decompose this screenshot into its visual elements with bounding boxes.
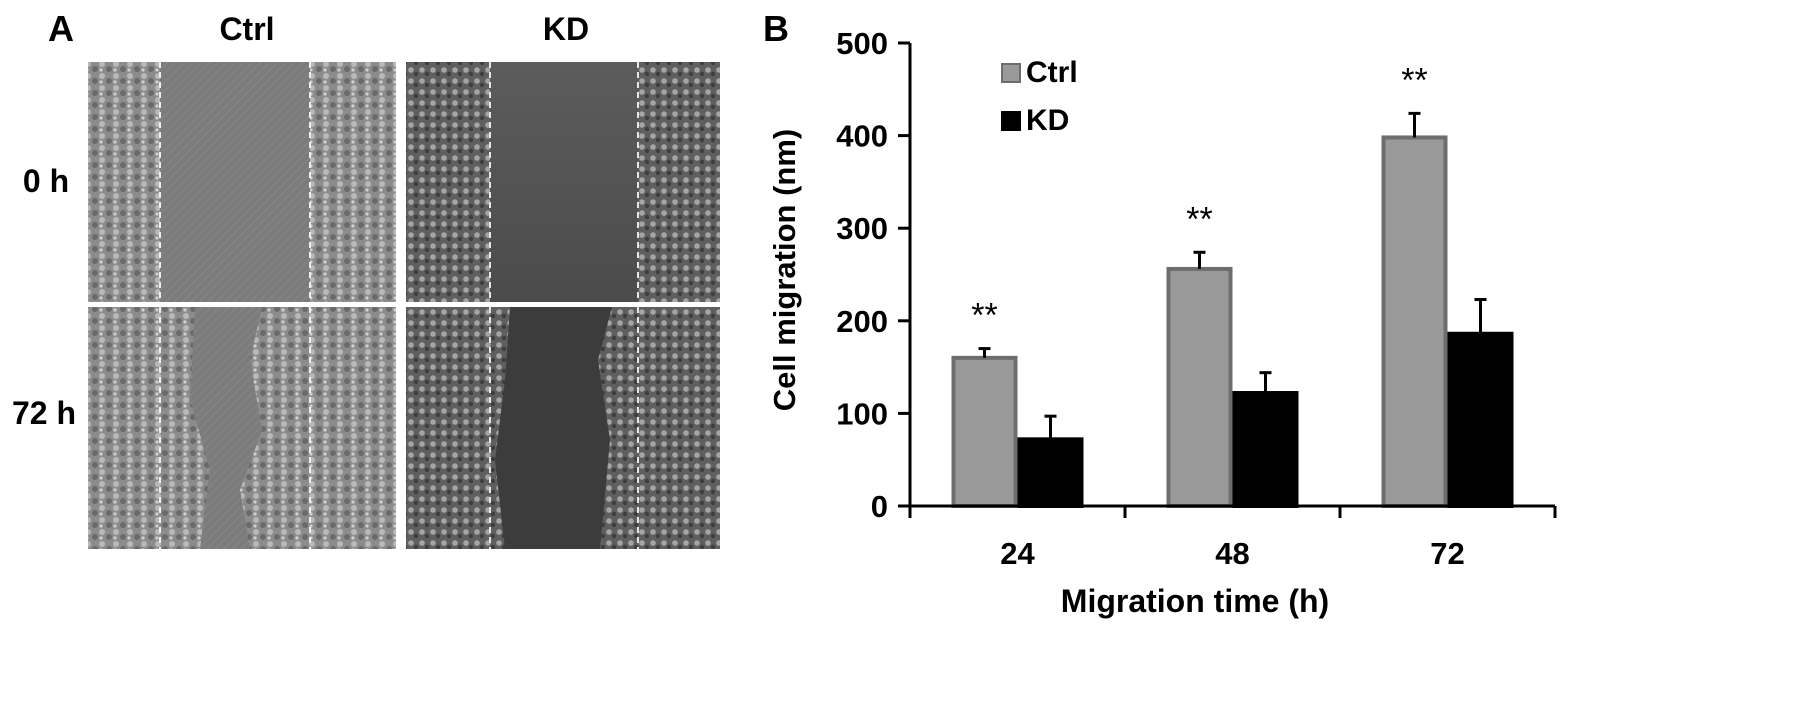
legend-swatch-ctrl bbox=[1001, 63, 1021, 83]
plot-area: ** 24 ** 48 ** 72 0 100 200 300 400 500 Ctrl KD bbox=[836, 26, 1557, 571]
micrograph-ctrl-0h bbox=[88, 62, 396, 302]
micrograph-kd-72h bbox=[406, 307, 720, 549]
y-tick-label: 100 bbox=[836, 396, 888, 431]
column-label-ctrl: Ctrl bbox=[219, 11, 274, 47]
significance-marker-48: ** bbox=[1186, 200, 1212, 238]
micrograph-panel: A Ctrl KD 0 h 72 h bbox=[12, 8, 721, 550]
bar-kd-24 bbox=[1017, 437, 1084, 508]
significance-marker-24: ** bbox=[971, 297, 997, 335]
y-tick-label: 200 bbox=[836, 304, 888, 339]
bar-kd-48 bbox=[1232, 391, 1299, 509]
legend-label-ctrl: Ctrl bbox=[1026, 56, 1078, 89]
legend-swatch-kd bbox=[1001, 111, 1021, 131]
bar-chart: B ** 24 ** 48 ** 72 0 100 200 300 400 500 Ctrl KD Cel… bbox=[763, 8, 1557, 619]
row-label-0h: 0 h bbox=[23, 163, 69, 199]
micrograph-kd-0h bbox=[406, 62, 720, 302]
y-tick-label: 0 bbox=[871, 489, 888, 524]
bar-ctrl-72 bbox=[1381, 135, 1448, 508]
y-tick-label: 500 bbox=[836, 26, 888, 61]
panel-b-letter: B bbox=[763, 8, 789, 49]
bar-ctrl-24 bbox=[951, 355, 1018, 508]
panel-a-letter: A bbox=[48, 8, 74, 49]
column-label-kd: KD bbox=[543, 11, 589, 47]
bar-kd-72 bbox=[1447, 331, 1514, 508]
x-axis-label: Migration time (h) bbox=[1061, 583, 1329, 619]
x-tick-label: 72 bbox=[1430, 536, 1464, 571]
x-tick-label: 24 bbox=[1000, 536, 1035, 571]
legend-label-kd: KD bbox=[1026, 104, 1069, 137]
row-label-72h: 72 h bbox=[12, 395, 76, 431]
bar-ctrl-48 bbox=[1166, 266, 1233, 508]
y-axis-label: Cell migration (nm) bbox=[767, 129, 802, 411]
significance-marker-72: ** bbox=[1401, 61, 1427, 99]
y-tick-label: 400 bbox=[836, 119, 888, 154]
micrograph-divider-horizontal bbox=[86, 302, 721, 307]
micrograph-ctrl-72h bbox=[88, 307, 396, 549]
x-tick-label: 48 bbox=[1215, 536, 1249, 571]
y-tick-label: 300 bbox=[836, 211, 888, 246]
